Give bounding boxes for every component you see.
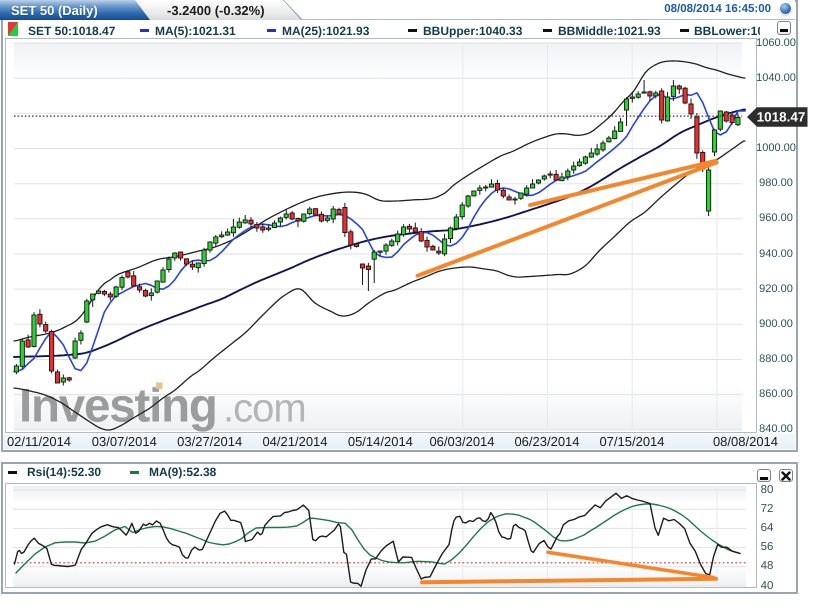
svg-text:1018.47: 1018.47 (757, 110, 806, 125)
svg-text:Investing: Investing (19, 380, 217, 433)
svg-text:.com: .com (223, 387, 306, 431)
